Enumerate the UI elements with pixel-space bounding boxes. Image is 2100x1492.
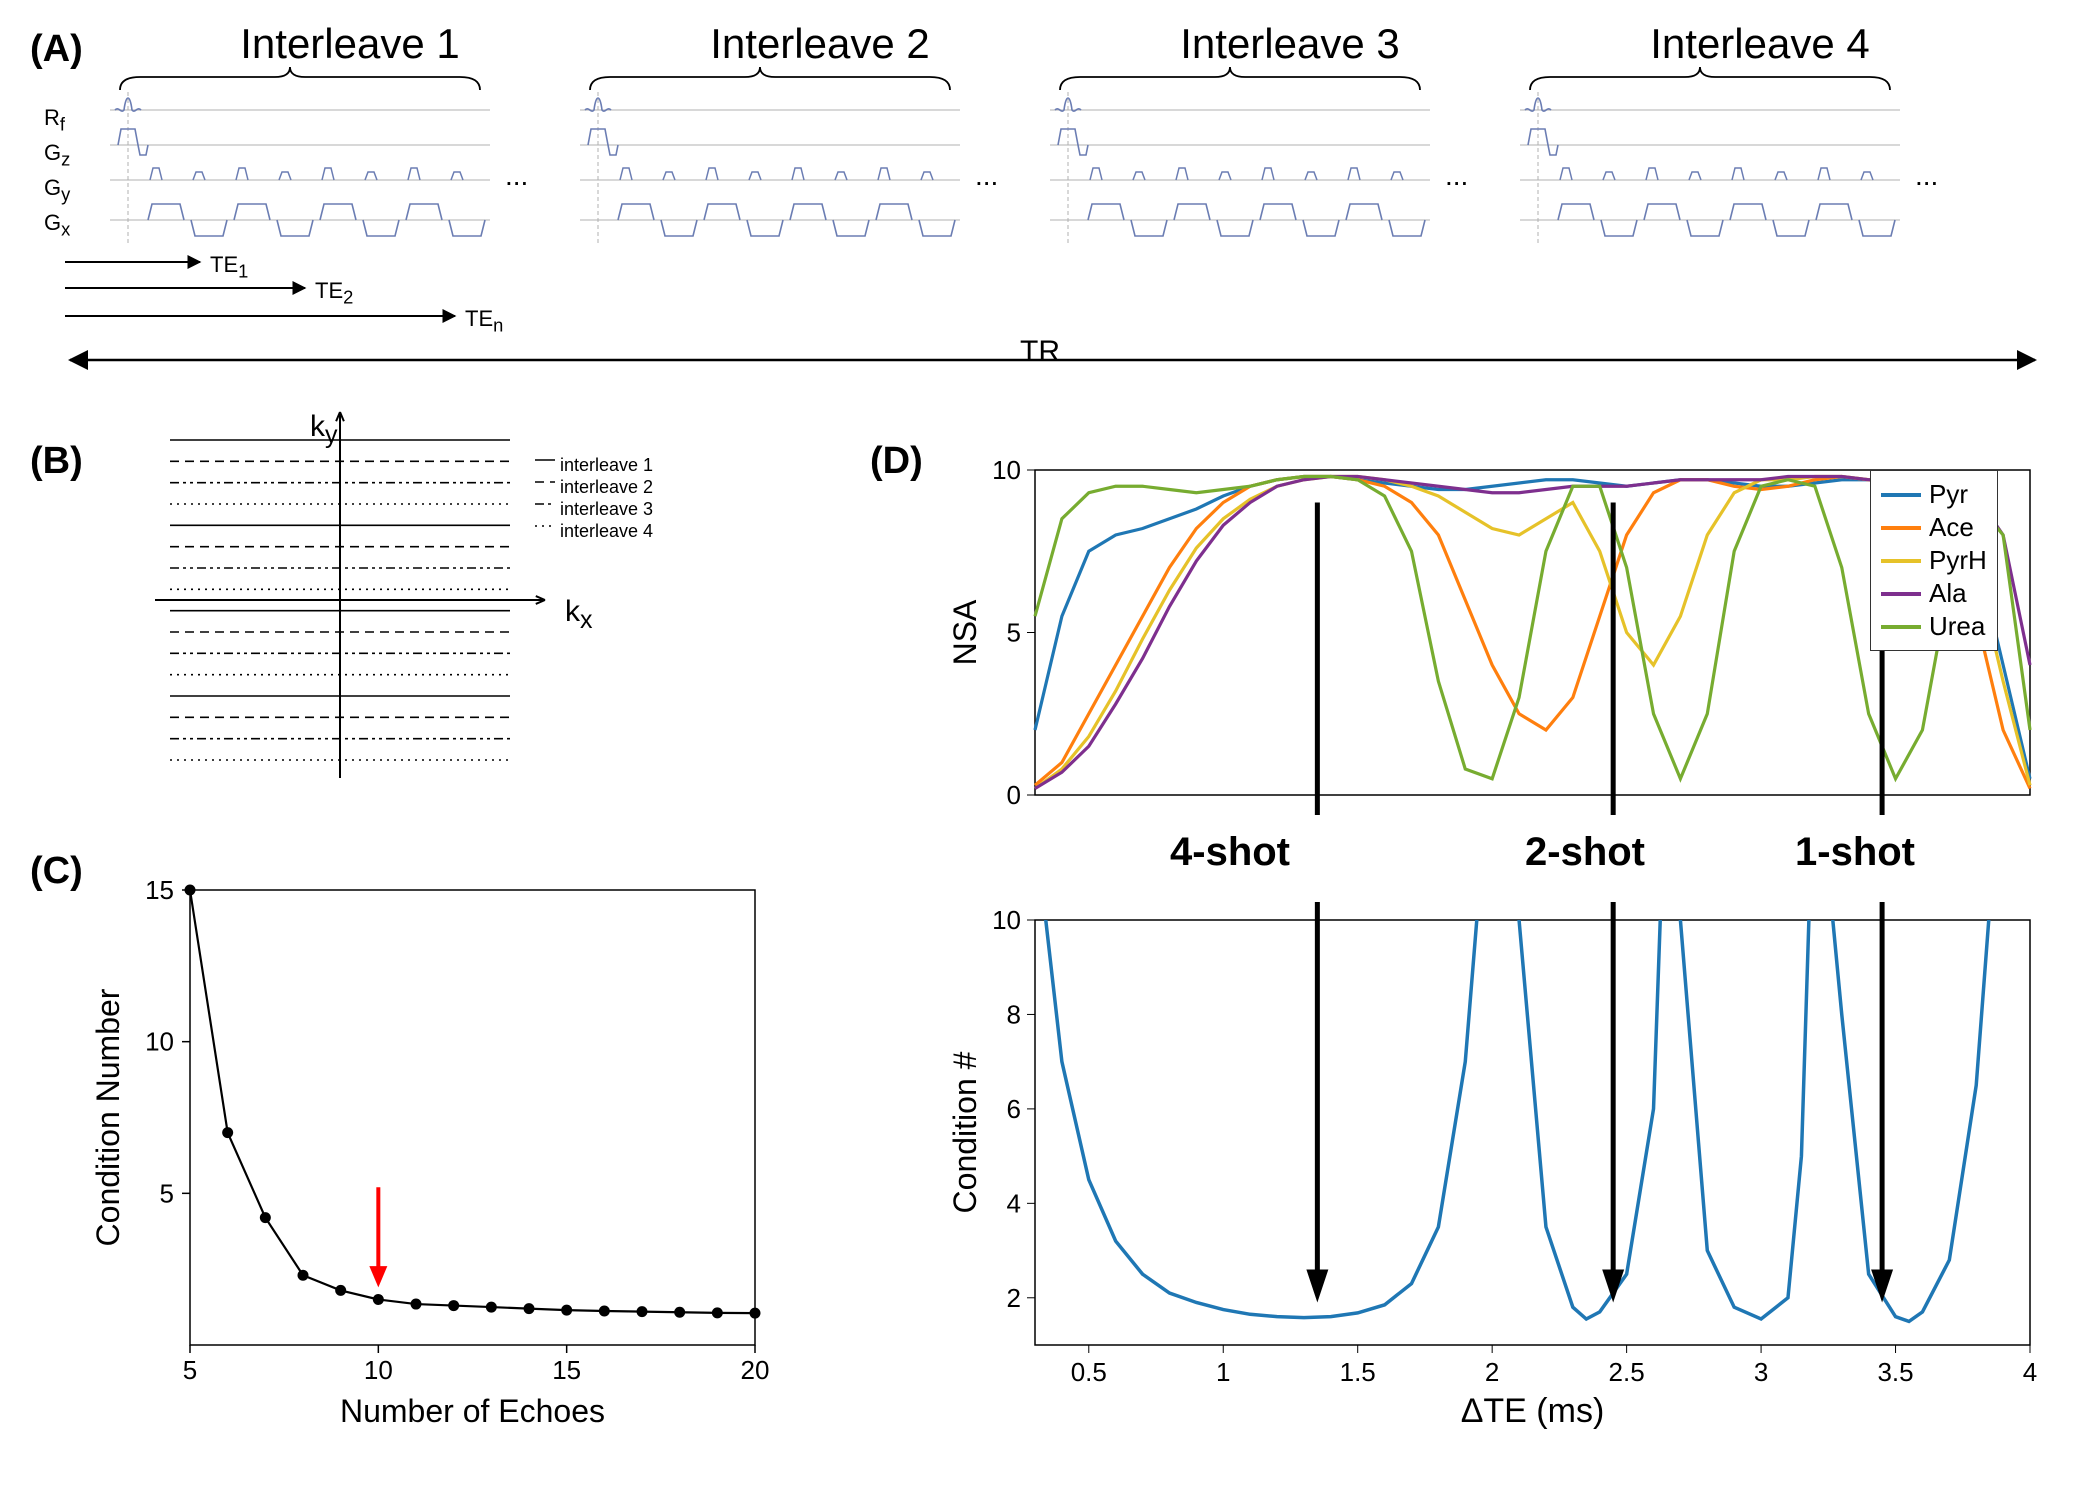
condition-vs-echoes-chart: 5 10 15 20 5 10 15 Number of Echoes Condition Nu… (95, 870, 775, 1440)
kspace-legend-4: interleave 4 (560, 521, 653, 542)
svg-text:2: 2 (1007, 1283, 1021, 1313)
svg-text:ΔTE (ms): ΔTE (ms) (1461, 1392, 1605, 1430)
interleave-title-4: Interleave 4 (1560, 20, 1960, 68)
panel-d-label: (D) (870, 440, 923, 483)
svg-text:0: 0 (1007, 780, 1021, 810)
svg-text:8: 8 (1007, 999, 1021, 1029)
svg-text:5: 5 (1007, 618, 1021, 648)
svg-text:10: 10 (364, 1355, 393, 1385)
svg-text:3: 3 (1754, 1357, 1768, 1387)
1shot-label: 1-shot (1795, 830, 1915, 875)
svg-text:15: 15 (145, 875, 174, 905)
svg-text:6: 6 (1007, 1094, 1021, 1124)
legend-pyr: Pyr (1881, 479, 1987, 510)
te-arrows (60, 250, 500, 340)
legend-ala: Ala (1881, 578, 1987, 609)
svg-text:2.5: 2.5 (1609, 1357, 1645, 1387)
svg-text:3.5: 3.5 (1877, 1357, 1913, 1387)
gx-label: Gx (44, 210, 70, 240)
legend-ace: Ace (1881, 512, 1987, 543)
svg-text:10: 10 (992, 455, 1021, 485)
kspace-legend-2: interleave 2 (560, 477, 653, 498)
rf-label: Rf (44, 105, 65, 135)
kspace-legend-1: interleave 1 (560, 455, 653, 476)
svg-text:Condition #: Condition # (950, 1051, 983, 1213)
ten-label: TEn (465, 306, 503, 336)
ky-label: ky (310, 410, 338, 450)
gy-label: Gy (44, 175, 70, 205)
svg-text:15: 15 (552, 1355, 581, 1385)
svg-text:10: 10 (145, 1027, 174, 1057)
2shot-label: 2-shot (1525, 830, 1645, 875)
condition-vs-dte-chart: 2 4 6 8 10 0.5 1 1.5 2 2.5 3 3.5 4 Condition # ΔTE (ms… (950, 900, 2050, 1440)
svg-text:5: 5 (160, 1178, 174, 1208)
panel-b-label: (B) (30, 440, 83, 483)
kspace-legend-3: interleave 3 (560, 499, 653, 520)
svg-text:...: ... (975, 160, 998, 191)
svg-text:...: ... (505, 160, 528, 191)
svg-text:5: 5 (183, 1355, 197, 1385)
gz-label: Gz (44, 140, 70, 170)
svg-text:1: 1 (1216, 1357, 1230, 1387)
svg-text:4: 4 (1007, 1188, 1021, 1218)
svg-text:...: ... (1915, 160, 1938, 191)
svg-text:10: 10 (992, 905, 1021, 935)
nsa-legend: Pyr Ace PyrH Ala Urea (1870, 470, 1998, 651)
svg-text:Number of Echoes: Number of Echoes (340, 1393, 605, 1429)
svg-text:NSA: NSA (950, 599, 983, 665)
te1-label: TE1 (210, 252, 248, 282)
4shot-label: 4-shot (1170, 830, 1290, 875)
te2-label: TE2 (315, 278, 353, 308)
svg-text:4: 4 (2023, 1357, 2037, 1387)
interleave-title-1: Interleave 1 (150, 20, 550, 68)
panel-c-label: (C) (30, 850, 83, 893)
svg-text:1.5: 1.5 (1340, 1357, 1376, 1387)
svg-text:...: ... (1445, 160, 1468, 191)
svg-text:20: 20 (741, 1355, 770, 1385)
svg-text:Condition Number: Condition Number (95, 988, 126, 1246)
legend-urea: Urea (1881, 611, 1987, 642)
kx-label: kx (565, 595, 593, 635)
legend-pyrh: PyrH (1881, 545, 1987, 576)
interleave-title-2: Interleave 2 (620, 20, 1020, 68)
svg-text:2: 2 (1485, 1357, 1499, 1387)
svg-text:0.5: 0.5 (1071, 1357, 1107, 1387)
tr-label: TR (1020, 335, 1060, 369)
interleave-title-3: Interleave 3 (1090, 20, 1490, 68)
